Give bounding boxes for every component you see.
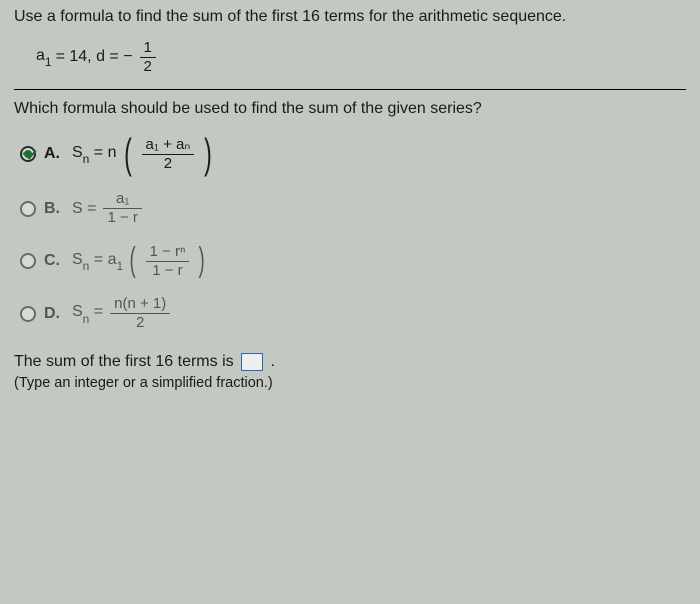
given-values: a1 = 14, d = − 1 2: [36, 40, 686, 75]
divider: [14, 89, 686, 90]
radio-a[interactable]: [20, 146, 36, 162]
question-panel: Use a formula to find the sum of the fir…: [0, 0, 700, 604]
given-text: = 14, d = −: [56, 48, 133, 66]
options-group: A. Sn = n ( a₁ + aₙ 2 ) B. S = a₁: [20, 136, 686, 331]
answer-input[interactable]: [241, 353, 263, 371]
option-b[interactable]: B. S = a₁ 1 − r: [20, 191, 686, 226]
option-b-formula: S = a₁ 1 − r: [72, 191, 145, 226]
a1-symbol: a1: [36, 47, 52, 67]
option-c-formula: Sn = a1 ( 1 − rⁿ 1 − r ): [72, 244, 208, 279]
radio-c[interactable]: [20, 253, 36, 269]
answer-line: The sum of the first 16 terms is .: [14, 353, 686, 371]
subquestion: Which formula should be used to find the…: [14, 100, 686, 118]
answer-post: .: [271, 353, 275, 370]
option-c-letter: C.: [44, 252, 64, 270]
option-a-formula: Sn = n ( a₁ + aₙ 2 ): [72, 136, 215, 174]
option-d[interactable]: D. Sn = n(n + 1) 2: [20, 296, 686, 331]
answer-hint: (Type an integer or a simplified fractio…: [14, 375, 686, 391]
option-d-formula: Sn = n(n + 1) 2: [72, 296, 173, 331]
radio-d[interactable]: [20, 306, 36, 322]
option-b-letter: B.: [44, 200, 64, 218]
question-prompt: Use a formula to find the sum of the fir…: [14, 8, 686, 26]
radio-b[interactable]: [20, 201, 36, 217]
option-a[interactable]: A. Sn = n ( a₁ + aₙ 2 ): [20, 136, 686, 174]
d-fraction: 1 2: [140, 40, 156, 75]
option-a-letter: A.: [44, 145, 64, 163]
option-d-letter: D.: [44, 305, 64, 323]
answer-pre: The sum of the first 16 terms is: [14, 353, 238, 370]
option-c[interactable]: C. Sn = a1 ( 1 − rⁿ 1 − r ): [20, 244, 686, 279]
